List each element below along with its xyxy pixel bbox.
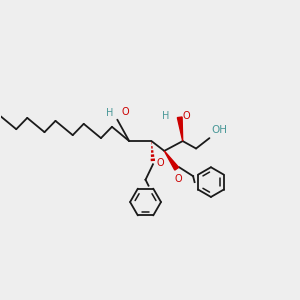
- Text: O: O: [174, 174, 182, 184]
- Text: O: O: [122, 107, 129, 117]
- Polygon shape: [177, 117, 183, 141]
- Text: O: O: [157, 158, 164, 168]
- Text: O: O: [182, 111, 190, 121]
- Text: OH: OH: [212, 124, 228, 134]
- Text: H: H: [106, 108, 114, 118]
- Text: H: H: [162, 111, 169, 121]
- Polygon shape: [164, 151, 179, 170]
